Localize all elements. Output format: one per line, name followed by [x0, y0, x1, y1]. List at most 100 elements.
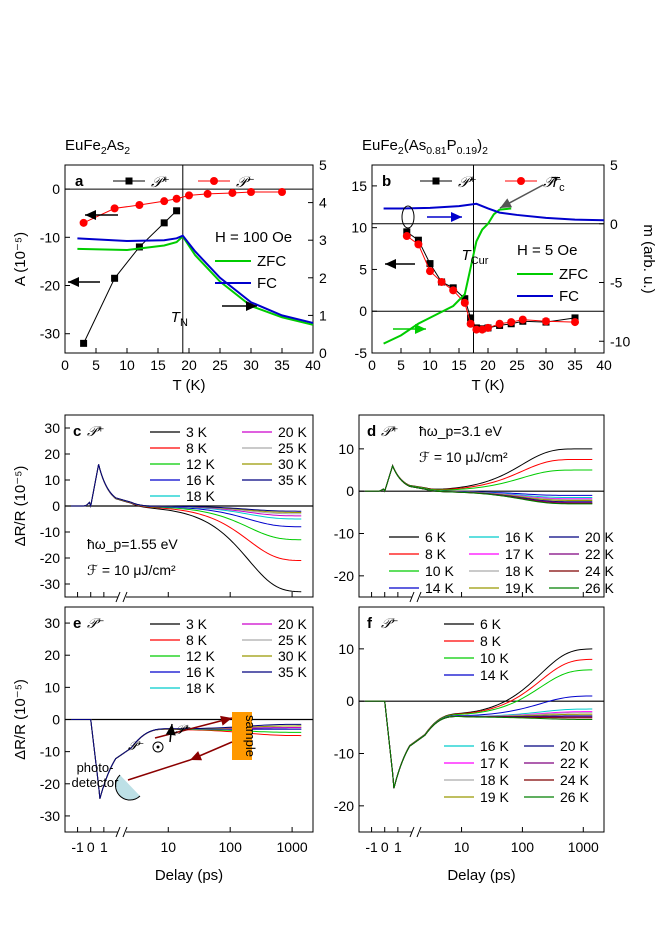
data-point-b — [403, 228, 411, 236]
data-point-b — [507, 318, 516, 327]
y2-tick-label-a: 0 — [319, 345, 327, 361]
axis-break-mark-e — [122, 826, 128, 838]
series-line-f — [365, 648, 593, 789]
legend-label-f: 14 K — [480, 667, 509, 683]
x-tick-label-e: -1 — [71, 839, 84, 855]
legend-label-f: 20 K — [560, 738, 589, 754]
x-tick-label-f: 100 — [511, 839, 535, 855]
axis-break-mark-e — [115, 826, 121, 838]
y-tick-label-f: 0 — [346, 693, 354, 709]
legend-label-zfc-a: ZFC — [257, 253, 286, 270]
x-tick-label-a: 25 — [212, 357, 228, 373]
data-point-b — [467, 314, 475, 322]
data-point-b — [426, 260, 434, 268]
legend-label-c: 8 K — [186, 440, 208, 456]
y-tick-label-d: -10 — [334, 526, 354, 542]
arrow-right-b2-head — [415, 324, 426, 334]
arrow-left-a2-head — [68, 277, 79, 287]
legend-label-b: 𝒫⁺ — [458, 174, 477, 191]
legend-label-f: 19 K — [480, 789, 509, 805]
y-tick-label-a: -30 — [40, 326, 60, 342]
legend-marker-b — [432, 177, 440, 185]
y-tick-label-c: 20 — [44, 446, 60, 462]
series-line-d — [365, 464, 593, 505]
y-tick-label-b: 0 — [359, 303, 367, 319]
y2-tick-label-a: 3 — [319, 232, 327, 248]
axis-break-mark-d — [416, 591, 422, 603]
transition-label-a: TN — [171, 309, 188, 329]
x-tick-label-e: 1000 — [277, 839, 308, 855]
legend-label-d: 14 K — [425, 580, 454, 596]
axis-break-c — [118, 591, 126, 603]
series-line-a — [77, 234, 314, 324]
x-axis-label-e: Delay (ps) — [155, 867, 223, 884]
arrow-left-b-head — [385, 259, 396, 269]
legend-label-c: 30 K — [278, 456, 307, 472]
legend-label-c: 3 K — [186, 424, 208, 440]
data-point-b — [571, 314, 579, 322]
data-point-a — [80, 339, 88, 347]
legend-label-zfc-b: ZFC — [559, 266, 588, 283]
y-tick-label-d: 0 — [346, 483, 354, 499]
legend-label-c: 16 K — [186, 472, 215, 488]
y-tick-label-e: 20 — [44, 647, 60, 663]
legend-label-fc-a: FC — [257, 275, 277, 292]
data-point-a — [135, 243, 143, 251]
y-tick-label-f: 10 — [338, 641, 354, 657]
axis-break-e — [118, 826, 126, 838]
legend-label-f: 8 K — [480, 633, 502, 649]
data-point-a — [203, 189, 212, 198]
x-tick-label-e: 0 — [87, 839, 95, 855]
x-tick-label-a: 0 — [61, 357, 69, 373]
legend-label-e: 25 K — [278, 632, 307, 648]
y-tick-label-e: 30 — [44, 615, 60, 631]
panel-label-c: c — [73, 423, 81, 440]
y-tick-label-e: -10 — [40, 744, 60, 760]
y2-tick-label-b: -10 — [610, 333, 630, 349]
arrow-left-a-head — [85, 210, 96, 220]
beam-in — [154, 717, 233, 739]
y2-tick-label-b: -5 — [610, 275, 623, 291]
annotation-fluence-d: ℱ = 10 μJ/cm² — [419, 449, 508, 465]
y-tick-label-e: 10 — [44, 679, 60, 695]
data-point-b — [414, 240, 423, 249]
y-tick-label-c: -20 — [40, 550, 60, 566]
axis-break-mark-f — [409, 826, 415, 838]
x-axis-label-b: T (K) — [471, 377, 504, 394]
panel-label-d: d — [367, 423, 376, 440]
x-tick-label-b: 15 — [451, 357, 467, 373]
series-line-e — [71, 719, 302, 799]
beam-reflect-head — [190, 751, 203, 761]
polarization-out-dot — [156, 745, 160, 749]
x-tick-label-e: 1 — [100, 839, 108, 855]
y-tick-label-c: -10 — [40, 524, 60, 540]
data-point-b — [426, 267, 434, 276]
y-tick-label-c: 30 — [44, 420, 60, 436]
x-tick-label-a: 15 — [150, 357, 166, 373]
data-point-a — [278, 187, 286, 196]
legend-label-d: 8 K — [425, 546, 447, 562]
legend-marker-b — [517, 177, 525, 185]
legend-label-f: 10 K — [480, 650, 509, 666]
y2-tick-label-b: 0 — [610, 216, 618, 232]
y-tick-label-a: 0 — [52, 181, 60, 197]
legend-label-c: 25 K — [278, 440, 307, 456]
x-tick-label-a: 20 — [181, 357, 197, 373]
legend-label-c: 18 K — [186, 488, 215, 504]
y-tick-label-c: -30 — [40, 576, 60, 592]
legend-label-f: 16 K — [480, 738, 509, 754]
legend-label-c: 20 K — [278, 424, 307, 440]
series-line-b — [383, 202, 605, 222]
legend-marker-a — [210, 177, 218, 185]
y-axis-label-c: ΔR/R (10⁻⁵) — [12, 466, 29, 547]
tc-label-b: Tc — [550, 174, 565, 194]
polarization-label-d: 𝒫⁺ — [381, 423, 398, 439]
axis-break-mark-c — [122, 591, 128, 603]
data-point-b — [518, 315, 527, 324]
legend-label-d: 24 K — [585, 563, 614, 579]
data-point-a — [172, 194, 181, 203]
legend-label-e: 16 K — [186, 664, 215, 680]
legend-label-d: 26 K — [585, 580, 614, 596]
y-tick-label-f: -20 — [334, 798, 354, 814]
legend-label-d: 19 K — [505, 580, 534, 596]
